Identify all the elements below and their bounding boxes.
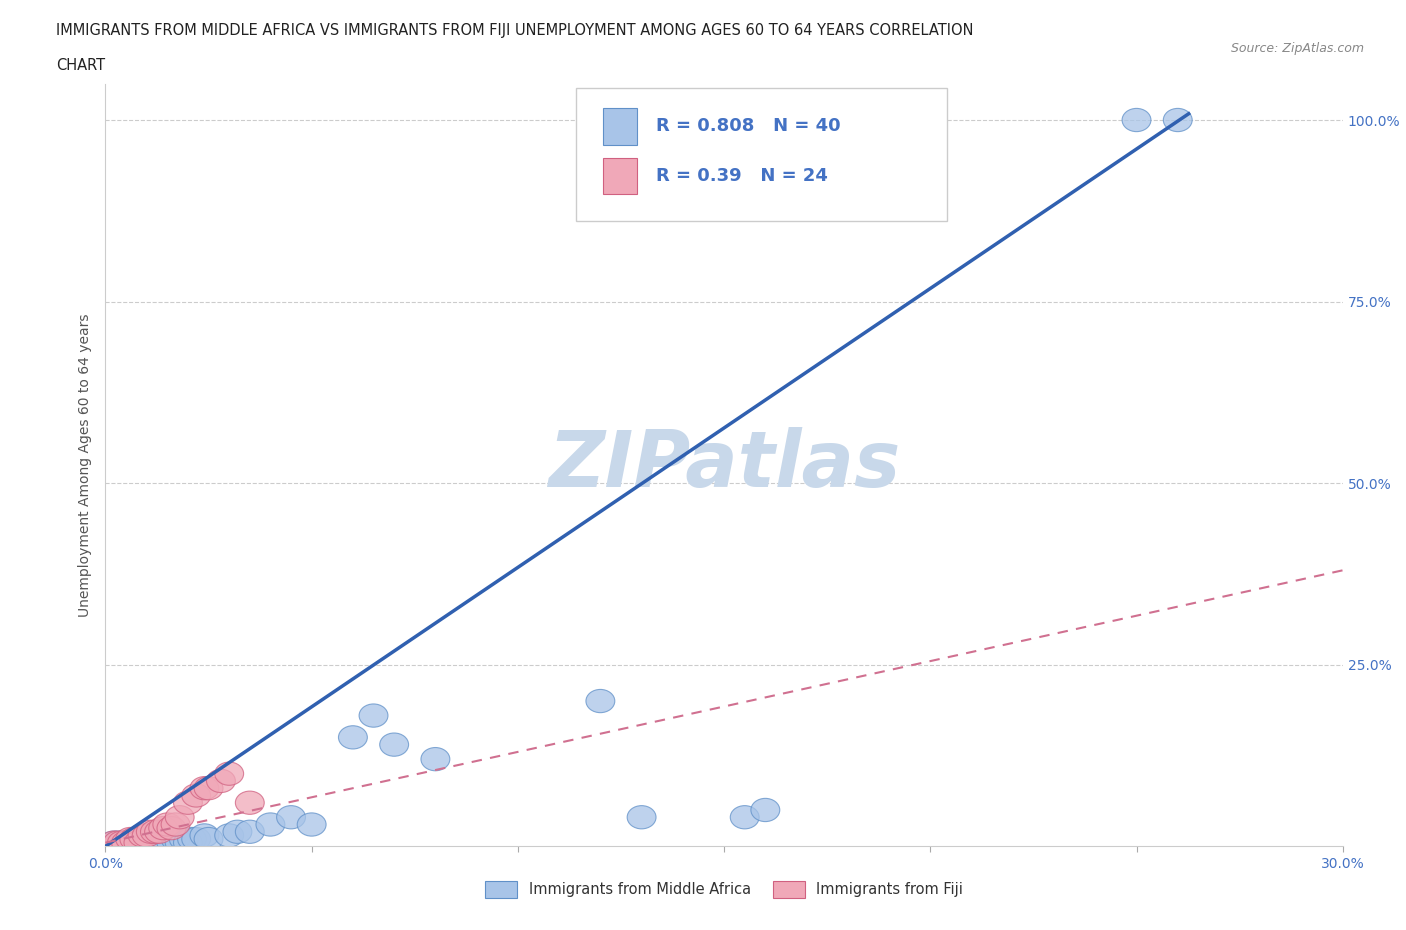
Ellipse shape	[141, 831, 169, 855]
Ellipse shape	[100, 831, 128, 855]
Ellipse shape	[128, 831, 157, 855]
Ellipse shape	[235, 791, 264, 815]
Ellipse shape	[730, 805, 759, 829]
Ellipse shape	[104, 831, 132, 855]
Ellipse shape	[145, 831, 173, 855]
Ellipse shape	[215, 762, 243, 785]
FancyBboxPatch shape	[575, 87, 946, 221]
Ellipse shape	[190, 777, 219, 800]
Ellipse shape	[359, 704, 388, 727]
Ellipse shape	[173, 831, 202, 855]
Ellipse shape	[177, 828, 207, 851]
Ellipse shape	[100, 831, 128, 855]
Ellipse shape	[132, 824, 162, 847]
Ellipse shape	[141, 820, 169, 844]
Ellipse shape	[751, 798, 780, 821]
Ellipse shape	[586, 689, 614, 712]
Ellipse shape	[111, 831, 141, 855]
Text: Source: ZipAtlas.com: Source: ZipAtlas.com	[1230, 42, 1364, 55]
Ellipse shape	[169, 828, 198, 851]
Ellipse shape	[120, 828, 149, 851]
Ellipse shape	[194, 828, 224, 851]
Ellipse shape	[145, 820, 173, 844]
Ellipse shape	[111, 831, 141, 855]
Bar	[603, 108, 637, 145]
Text: ZIPatlas: ZIPatlas	[548, 427, 900, 503]
Ellipse shape	[166, 805, 194, 829]
Ellipse shape	[420, 748, 450, 771]
Ellipse shape	[181, 828, 211, 851]
Ellipse shape	[124, 831, 153, 855]
Ellipse shape	[256, 813, 285, 836]
Text: CHART: CHART	[56, 58, 105, 73]
Ellipse shape	[162, 813, 190, 836]
Ellipse shape	[380, 733, 409, 756]
Ellipse shape	[235, 820, 264, 844]
Ellipse shape	[207, 769, 235, 792]
Ellipse shape	[166, 831, 194, 855]
Ellipse shape	[627, 805, 657, 829]
Ellipse shape	[297, 813, 326, 836]
Ellipse shape	[115, 831, 145, 855]
Ellipse shape	[104, 831, 132, 855]
Ellipse shape	[215, 824, 243, 847]
Ellipse shape	[115, 828, 145, 851]
Ellipse shape	[153, 831, 181, 855]
Ellipse shape	[124, 831, 153, 855]
Ellipse shape	[194, 777, 224, 800]
Ellipse shape	[132, 831, 162, 855]
Y-axis label: Unemployment Among Ages 60 to 64 years: Unemployment Among Ages 60 to 64 years	[77, 313, 91, 617]
Text: R = 0.808   N = 40: R = 0.808 N = 40	[657, 117, 841, 136]
Ellipse shape	[157, 817, 186, 840]
Ellipse shape	[339, 725, 367, 749]
Ellipse shape	[162, 828, 190, 851]
Ellipse shape	[107, 831, 136, 855]
Text: IMMIGRANTS FROM MIDDLE AFRICA VS IMMIGRANTS FROM FIJI UNEMPLOYMENT AMONG AGES 60: IMMIGRANTS FROM MIDDLE AFRICA VS IMMIGRA…	[56, 23, 974, 38]
Ellipse shape	[277, 805, 305, 829]
Ellipse shape	[190, 824, 219, 847]
Ellipse shape	[1122, 109, 1152, 132]
Bar	[603, 158, 637, 194]
Ellipse shape	[120, 831, 149, 855]
Ellipse shape	[181, 784, 211, 807]
Ellipse shape	[157, 831, 186, 855]
Ellipse shape	[107, 831, 136, 855]
Ellipse shape	[224, 820, 252, 844]
Ellipse shape	[132, 828, 162, 851]
Ellipse shape	[136, 820, 166, 844]
Ellipse shape	[149, 817, 177, 840]
Ellipse shape	[173, 791, 202, 815]
Ellipse shape	[136, 831, 166, 855]
Legend: Immigrants from Middle Africa, Immigrants from Fiji: Immigrants from Middle Africa, Immigrant…	[479, 875, 969, 904]
Text: R = 0.39   N = 24: R = 0.39 N = 24	[657, 167, 828, 185]
Ellipse shape	[128, 824, 157, 847]
Ellipse shape	[153, 813, 181, 836]
Ellipse shape	[1163, 109, 1192, 132]
Ellipse shape	[149, 831, 177, 855]
